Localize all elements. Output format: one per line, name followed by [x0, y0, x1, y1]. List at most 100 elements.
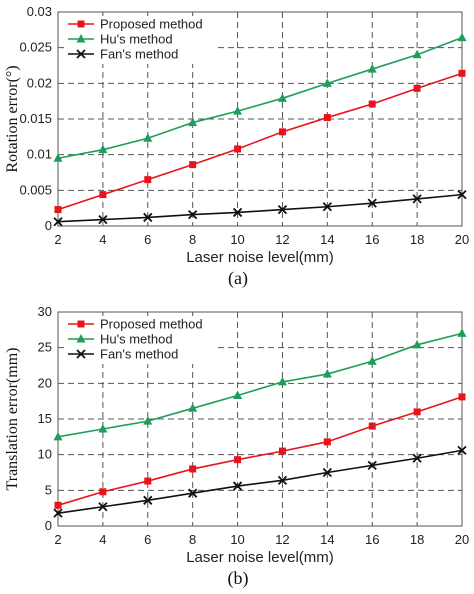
series-1 — [54, 393, 466, 509]
x-tick-label: 4 — [99, 532, 106, 547]
x-tick-label: 18 — [410, 232, 424, 247]
data-point — [277, 93, 287, 102]
data-point — [99, 191, 107, 199]
data-point — [98, 502, 108, 512]
x-tick-label: 2 — [54, 232, 61, 247]
data-point — [458, 393, 466, 401]
data-point — [278, 128, 286, 136]
data-point — [322, 78, 332, 87]
y-axis-label: Rotation error(°) — [4, 65, 21, 172]
x-tick-label: 14 — [320, 232, 334, 247]
legend-entry: Fan's method — [100, 347, 178, 362]
data-point — [457, 328, 467, 337]
series-line — [57, 193, 463, 223]
data-point — [188, 209, 198, 220]
data-point — [277, 204, 288, 215]
data-point — [367, 198, 377, 208]
data-point — [367, 356, 377, 365]
data-point — [99, 488, 107, 496]
data-point — [368, 100, 376, 108]
series-1 — [54, 69, 466, 214]
x-tick-label: 10 — [230, 532, 244, 547]
y-tick-label: 0.005 — [19, 182, 52, 197]
y-tick-label: 0.015 — [19, 111, 52, 126]
chart-panel-a: 0 0.005 0.01 0.015 0.02 0.025 0.03 2 4 6 8 10 12 14 16… — [4, 4, 469, 289]
legend-marker — [76, 349, 86, 359]
series-line — [57, 396, 463, 507]
data-point — [234, 145, 242, 153]
chart-panel-b: 0 5 10 15 20 25 30 2 4 6 8 10 12 14 16 18 20 Laser noise … — [4, 304, 469, 589]
panel-label: (a) — [228, 268, 248, 289]
data-point — [367, 460, 377, 471]
x-tick-label: 2 — [54, 532, 61, 547]
x-tick-label: 16 — [365, 232, 379, 247]
series-3 — [53, 445, 467, 518]
y-tick-label: 0 — [45, 518, 52, 533]
data-point — [188, 488, 198, 498]
data-point — [457, 32, 467, 42]
x-tick-label: 6 — [144, 532, 151, 547]
data-point — [232, 481, 243, 491]
data-point — [54, 206, 62, 214]
x-tick-label: 20 — [455, 532, 469, 547]
x-tick-label: 8 — [189, 232, 196, 247]
data-point — [322, 467, 332, 478]
x-tick-label: 6 — [144, 232, 151, 247]
data-point — [412, 49, 422, 59]
data-point — [143, 212, 153, 223]
data-point — [457, 445, 467, 456]
x-tick-label: 14 — [320, 532, 334, 547]
data-point — [457, 189, 467, 200]
series-2 — [53, 328, 467, 441]
data-point — [322, 202, 332, 212]
data-point — [323, 114, 331, 122]
data-point — [189, 161, 197, 169]
legend-entry: Hu's method — [100, 332, 173, 347]
data-point — [323, 438, 331, 446]
x-axis-label: Laser noise level(mm) — [186, 549, 334, 566]
data-point — [144, 176, 152, 184]
data-point — [368, 422, 376, 430]
legend-marker — [76, 34, 86, 43]
legend-marker — [76, 49, 86, 59]
data-point — [98, 144, 108, 154]
data-point — [458, 69, 466, 77]
series-line — [57, 332, 463, 438]
series-line — [57, 72, 463, 211]
data-point — [413, 408, 421, 416]
y-tick-label: 10 — [38, 447, 52, 462]
data-point — [54, 501, 62, 509]
y-tick-label: 15 — [38, 411, 52, 426]
x-tick-label: 16 — [365, 532, 379, 547]
data-point — [188, 117, 198, 127]
data-point — [188, 403, 198, 412]
legend-entry: Hu's method — [100, 32, 173, 47]
x-tick-label: 20 — [455, 232, 469, 247]
y-tick-label: 0.02 — [27, 75, 52, 90]
data-point — [189, 465, 197, 473]
data-point — [277, 376, 287, 386]
data-point — [412, 194, 422, 204]
legend-marker — [77, 320, 85, 328]
y-tick-label: 0.03 — [27, 4, 52, 19]
data-point — [233, 390, 243, 399]
data-point — [412, 339, 422, 349]
y-tick-label: 0.025 — [19, 40, 52, 55]
data-point — [367, 64, 377, 73]
data-point — [277, 475, 288, 485]
data-point — [144, 477, 152, 485]
data-point — [232, 207, 243, 218]
data-point — [53, 431, 63, 441]
data-point — [143, 133, 153, 142]
data-point — [413, 84, 421, 92]
data-point — [234, 456, 242, 464]
legend-marker — [76, 334, 86, 343]
legend-marker — [77, 20, 85, 28]
data-point — [98, 423, 108, 433]
series-3 — [53, 189, 467, 227]
x-tick-label: 10 — [230, 232, 244, 247]
x-tick-label: 18 — [410, 532, 424, 547]
